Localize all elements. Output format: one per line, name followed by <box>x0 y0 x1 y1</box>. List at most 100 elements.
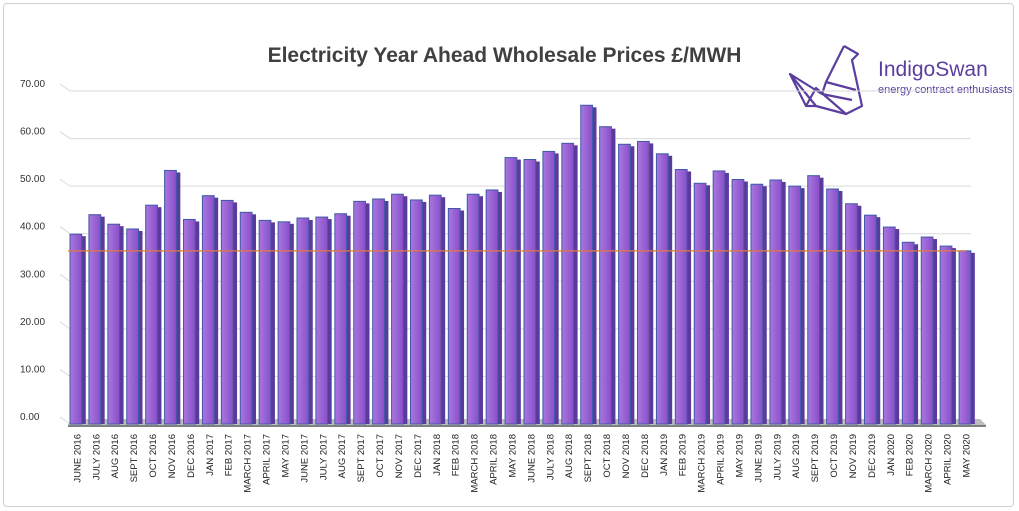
bar <box>750 183 764 425</box>
x-tick-label: APRIL 2017 <box>262 434 273 485</box>
bar <box>599 126 612 425</box>
bar <box>882 226 896 425</box>
x-tick-label: NOV 2016 <box>167 434 178 478</box>
bar-side <box>781 181 786 424</box>
bar-side <box>535 161 540 424</box>
x-tick-label: JULY 2017 <box>318 434 329 480</box>
x-tick-label: JAN 2019 <box>659 434 670 476</box>
origami-swan-icon <box>788 45 864 116</box>
bar <box>637 140 650 425</box>
bar <box>164 169 177 425</box>
bar-side <box>819 177 824 424</box>
bar-side <box>346 215 351 424</box>
bar <box>107 223 121 425</box>
bar <box>391 193 404 425</box>
bar-side <box>516 159 521 424</box>
x-tick-label: NOV 2018 <box>621 434 632 478</box>
x-tick-label: MARCH 2019 <box>697 434 708 493</box>
x-tick-label: NOV 2017 <box>394 434 405 478</box>
x-tick-label: DEC 2017 <box>413 434 424 478</box>
bar-side <box>157 207 162 424</box>
bar <box>864 214 877 425</box>
x-tick-label: OCT 2017 <box>375 434 386 478</box>
bar <box>826 188 839 425</box>
x-tick-label: SEPT 2017 <box>356 434 367 482</box>
bar-side <box>895 229 900 424</box>
x-tick-label: MARCH 2020 <box>924 434 935 493</box>
bar <box>220 199 234 425</box>
x-tick-label: JUNE 2016 <box>72 434 83 483</box>
bar-side <box>724 172 729 424</box>
logo-tagline: energy contract enthusiasts <box>878 84 1013 96</box>
bar-side <box>630 146 635 424</box>
bar-side <box>800 188 805 424</box>
x-tick-label: DEC 2018 <box>640 434 651 478</box>
x-tick-label: JAN 2017 <box>205 434 216 476</box>
bar <box>542 150 556 425</box>
bar-side <box>422 201 427 424</box>
x-tick-label: FEB 2018 <box>451 434 462 476</box>
gridline-slant <box>59 178 71 187</box>
bar <box>334 213 348 425</box>
bar <box>145 204 158 425</box>
bar <box>183 218 196 425</box>
bar <box>731 178 745 425</box>
bar <box>126 228 140 425</box>
bar <box>410 199 423 425</box>
bar-side <box>100 216 105 424</box>
bar-side <box>195 221 200 424</box>
bar-side <box>649 143 654 424</box>
bar <box>523 159 537 425</box>
bar <box>901 241 915 425</box>
bar <box>296 217 310 425</box>
x-tick-label: JAN 2018 <box>432 434 443 476</box>
x-tick-label: SEPT 2019 <box>810 434 821 482</box>
x-tick-label: MARCH 2018 <box>470 434 481 493</box>
x-tick-label: NOV 2019 <box>848 434 859 478</box>
bar <box>655 153 669 425</box>
bar <box>485 189 499 425</box>
y-tick-label: 60.00 <box>20 127 45 138</box>
bar-side <box>668 155 673 424</box>
bar <box>353 200 367 425</box>
x-tick-label: JUNE 2017 <box>299 434 310 483</box>
bar <box>580 104 594 425</box>
bar-side <box>743 181 748 424</box>
bar-side <box>914 244 919 424</box>
bar-side <box>762 186 767 424</box>
gridline-slant <box>59 369 71 377</box>
x-tick-label: FEB 2017 <box>224 434 235 476</box>
bar <box>618 143 631 425</box>
bar-side <box>857 205 862 424</box>
x-tick-label: MARCH 2017 <box>243 434 254 493</box>
bar-side <box>497 191 502 424</box>
x-tick-label: DEC 2016 <box>186 434 197 478</box>
x-tick-label: JULY 2019 <box>772 434 783 480</box>
bar-side <box>270 222 275 424</box>
x-tick-label: AUG 2016 <box>110 434 121 478</box>
bar-side <box>573 145 578 425</box>
x-tick-label: AUG 2017 <box>337 434 348 478</box>
bar-side <box>876 217 881 424</box>
x-tick-label: APRIL 2019 <box>716 434 727 485</box>
y-tick-label: 50.00 <box>20 174 45 185</box>
bar-side <box>933 239 938 424</box>
y-tick-label: 70.00 <box>20 79 45 90</box>
x-tick-label: DEC 2019 <box>867 434 878 478</box>
bar-side <box>233 202 238 424</box>
gridline-slant <box>59 273 71 282</box>
x-tick-label: SEPT 2018 <box>583 434 594 482</box>
bar-side <box>970 252 975 424</box>
y-tick-label: 0.00 <box>20 412 40 423</box>
x-tick-label: AUG 2019 <box>791 434 802 478</box>
bar <box>504 157 518 425</box>
bar <box>239 211 253 425</box>
y-tick-label: 30.00 <box>20 269 45 280</box>
x-tick-label: MAY 2020 <box>961 434 972 477</box>
gridline-slant <box>59 416 71 425</box>
bar <box>88 214 102 425</box>
bar-side <box>838 190 843 424</box>
bar-side <box>176 172 181 424</box>
bar <box>939 245 953 425</box>
bar <box>920 236 934 425</box>
